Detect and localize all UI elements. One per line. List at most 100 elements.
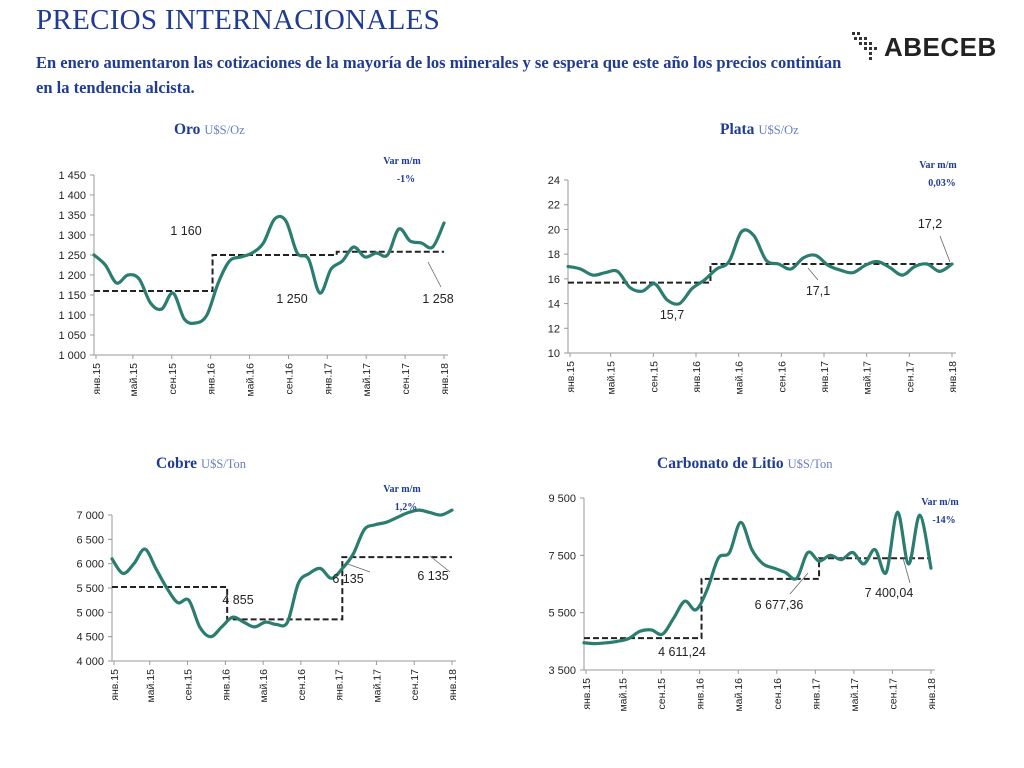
x-tick-label: май.17: [371, 669, 383, 703]
x-tick-label: сен.15: [648, 361, 660, 393]
chart-title-plata: Plata U$S/Oz: [720, 121, 799, 139]
average-annotation: 7 400,04: [865, 586, 914, 600]
y-tick-label: 1 200: [58, 270, 86, 282]
chart-title-label: Carbonato de Litio: [657, 455, 784, 472]
average-annotation: 1 258: [422, 292, 453, 306]
chart-oro: 1 000 1 050 1 100 1 150 1 200 1 250 1 300 1 350…: [58, 156, 453, 397]
y-tick-label: 1 450: [58, 170, 86, 182]
y-tick-label: 22: [548, 200, 560, 212]
x-tick-label: сен.17: [409, 669, 421, 701]
x-tick-label: янв.16: [206, 363, 218, 395]
x-tick-label: янв.15: [91, 363, 103, 395]
x-tick-label: май.16: [733, 678, 745, 712]
y-tick-label: 10: [548, 348, 560, 360]
y-tick-label: 18: [548, 249, 560, 261]
x-tick-label: янв.18: [439, 363, 451, 395]
x-tick-label: янв.17: [334, 669, 346, 701]
x-tick-label: май.15: [145, 669, 157, 703]
price-series-line: [110, 508, 454, 639]
x-tick-label: янв.16: [691, 361, 703, 393]
y-tick-label: 9 500: [548, 493, 576, 505]
chart-title-label: Plata: [720, 121, 755, 138]
page-subtitle: En enero aumentaron las cotizaciones de …: [36, 53, 842, 97]
annotation-leader: [429, 555, 451, 573]
x-tick-label: май.15: [606, 361, 618, 395]
y-tick-label: 1 100: [58, 310, 86, 322]
annotation-leader: [789, 572, 809, 595]
x-tick-label: май.16: [258, 669, 270, 703]
y-tick-label: 1 150: [58, 290, 86, 302]
x-tick-label: май.16: [245, 363, 257, 397]
chart-unit-label: U$S/Ton: [201, 457, 247, 471]
var-value: 1,2%: [395, 502, 418, 513]
annotation-leader: [807, 267, 819, 281]
average-annotation: 6 135: [332, 572, 363, 586]
x-tick-label: сен.16: [772, 678, 784, 710]
annotation-leader: [344, 562, 371, 573]
y-tick-label: 1 350: [58, 210, 86, 222]
var-label: Var m/m: [921, 497, 959, 508]
y-tick-label: 5 000: [76, 607, 104, 619]
average-line: [112, 556, 452, 621]
page-title: PRECIOS INTERNACIONALES: [36, 4, 441, 36]
average-annotation: 6 135: [417, 569, 448, 583]
x-tick-label: сен.15: [656, 678, 668, 710]
y-tick-label: 7 000: [76, 510, 104, 522]
chart-unit-label: U$S/Oz: [758, 123, 799, 137]
average-annotation: 17,1: [806, 284, 830, 298]
y-tick-label: 16: [548, 274, 560, 286]
x-tick-label: янв.15: [109, 669, 121, 701]
annotation-leader: [902, 557, 911, 584]
x-tick-label: янв.17: [819, 361, 831, 393]
abeceb-logo: [852, 32, 877, 60]
var-label: Var m/m: [919, 160, 957, 171]
var-label: Var m/m: [383, 156, 421, 167]
chart-unit-label: U$S/Ton: [787, 457, 833, 471]
x-tick-label: сен.17: [887, 678, 899, 710]
chart-title-label: Oro: [174, 121, 201, 138]
x-tick-label: май.15: [618, 678, 630, 712]
x-tick-label: май.15: [128, 363, 140, 397]
y-tick-label: 12: [548, 323, 560, 335]
average-annotation: 15,7: [660, 308, 684, 322]
y-tick-label: 24: [548, 175, 560, 187]
var-value: 0,03%: [928, 178, 956, 189]
chart-title-label: Cobre: [156, 455, 198, 472]
var-value: -1%: [397, 174, 415, 185]
average-annotation: 4 855: [222, 593, 253, 607]
y-tick-label: 4 500: [76, 632, 104, 644]
x-tick-label: янв.15: [565, 361, 577, 393]
x-tick-label: янв.16: [220, 669, 232, 701]
chart-title-litio: Carbonato de Litio U$S/Ton: [657, 455, 833, 473]
y-tick-label: 3 500: [548, 665, 576, 677]
average-line: [94, 250, 444, 292]
x-tick-label: май.16: [734, 361, 746, 395]
y-tick-label: 1 250: [58, 250, 86, 262]
chart-plata: 10 12 14 16 18 20 22 24 янв.15 май.15 сен.15 янв.16…: [548, 160, 959, 395]
x-tick-label: май.17: [862, 361, 874, 395]
x-tick-label: сен.16: [296, 669, 308, 701]
x-tick-label: май.17: [361, 363, 373, 397]
average-line: [568, 263, 952, 284]
x-tick-label: сен.15: [183, 669, 195, 701]
x-tick-label: сен.16: [283, 363, 295, 395]
price-series-line: [92, 214, 446, 325]
var-label: Var m/m: [383, 484, 421, 495]
x-tick-label: янв.15: [581, 678, 593, 710]
annotation-leader: [939, 235, 951, 263]
y-tick-label: 4 000: [76, 656, 104, 668]
average-annotation: 4 611,24: [658, 645, 706, 659]
average-annotation: 1 160: [170, 224, 201, 238]
x-tick-label: сен.16: [776, 361, 788, 393]
logo-text: ABECEB: [884, 32, 997, 62]
y-tick-label: 1 000: [58, 350, 86, 362]
x-tick-label: янв.18: [947, 361, 959, 393]
y-tick-label: 1 300: [58, 230, 86, 242]
chart-cobre: 4 000 4 500 5 000 5 500 6 000 6 500 7 000 янв.1…: [76, 484, 459, 703]
price-series-line: [582, 510, 933, 646]
y-tick-label: 5 500: [76, 583, 104, 595]
y-tick-label: 1 050: [58, 330, 86, 342]
y-tick-label: 1 400: [58, 190, 86, 202]
x-tick-label: сен.17: [904, 361, 916, 393]
